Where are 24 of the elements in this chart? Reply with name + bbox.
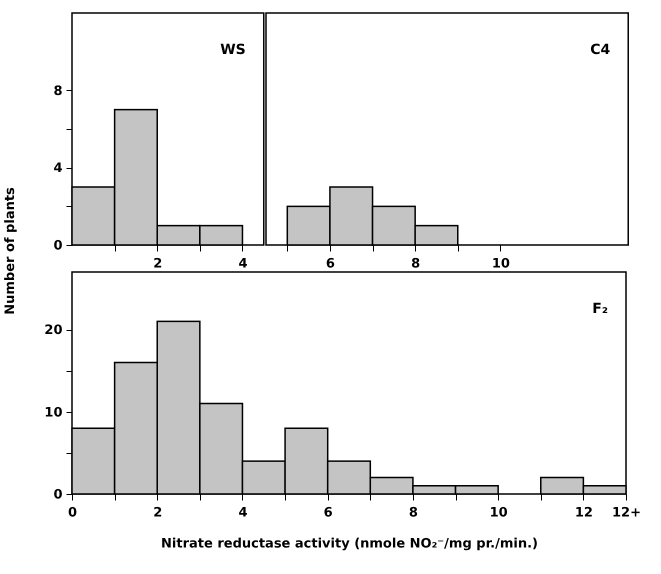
x-tick-label: 2 — [153, 506, 162, 520]
x-tick-label: 12+ — [612, 506, 641, 520]
text: C4 — [590, 42, 610, 58]
y-axis-title: Number of plants — [3, 186, 18, 315]
x-axis-title: Nitrate reductase activity (nmole NO₂⁻/mg pr./min.) — [161, 536, 538, 552]
x-tick-label: 2 — [153, 256, 162, 272]
y-tick-label: 8 — [53, 84, 62, 99]
y-tick-label: 0 — [53, 238, 62, 254]
y-tick-label: 10 — [44, 405, 62, 420]
x-tick-label: 8 — [408, 506, 418, 520]
y-tick-label: 0 — [53, 488, 62, 502]
y-tick-label: 4 — [53, 161, 62, 176]
x-tick-label: 6 — [324, 506, 333, 520]
x-tick-label: 4 — [238, 256, 248, 272]
x-tick-label: 8 — [411, 256, 420, 272]
x-tick-label: 10 — [492, 256, 510, 272]
x-tick-label: 6 — [326, 256, 335, 272]
text: F₂ — [592, 301, 608, 317]
x-tick-label: 12 — [574, 506, 593, 520]
x-tick-label: 4 — [238, 506, 248, 520]
x-tick-label: 0 — [68, 506, 78, 520]
y-tick-label: 20 — [44, 323, 62, 338]
x-tick-label: 10 — [490, 506, 508, 520]
text: WS — [220, 42, 246, 58]
